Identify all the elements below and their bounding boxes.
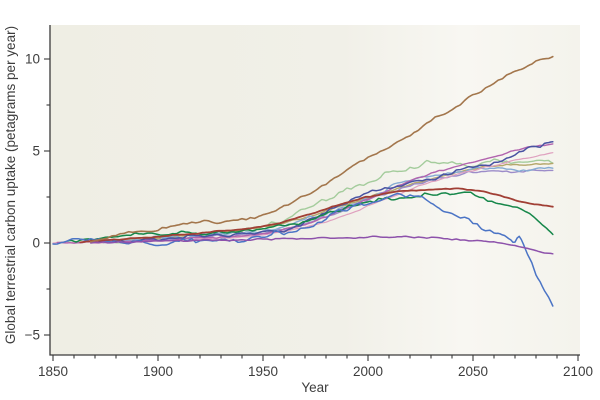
series-line-purple-flat (90, 235, 554, 255)
x-tick-label: 2050 (458, 364, 488, 379)
y-tick-label: 0 (32, 236, 40, 251)
y-tick-label: 5 (32, 144, 40, 159)
x-tick-label: 1900 (143, 364, 173, 379)
axes-spines (49, 25, 580, 356)
series-group (52, 55, 554, 307)
x-tick-label: 2100 (563, 364, 593, 379)
series-line-navy (98, 141, 554, 245)
y-tick-label: 10 (25, 52, 40, 67)
y-axis-title: Global terrestrial carbon uptake (petagr… (3, 26, 18, 344)
x-tick-label: 1850 (38, 364, 68, 379)
x-tick-label: 1950 (248, 364, 278, 379)
series-line-tan-brown-high (90, 55, 554, 243)
series-line-dark-green (66, 191, 554, 243)
x-axis-title: Year (301, 380, 329, 395)
y-tick-label: −5 (25, 328, 40, 343)
series-line-brick-red (79, 187, 554, 244)
x-tick-label: 2000 (353, 364, 383, 379)
